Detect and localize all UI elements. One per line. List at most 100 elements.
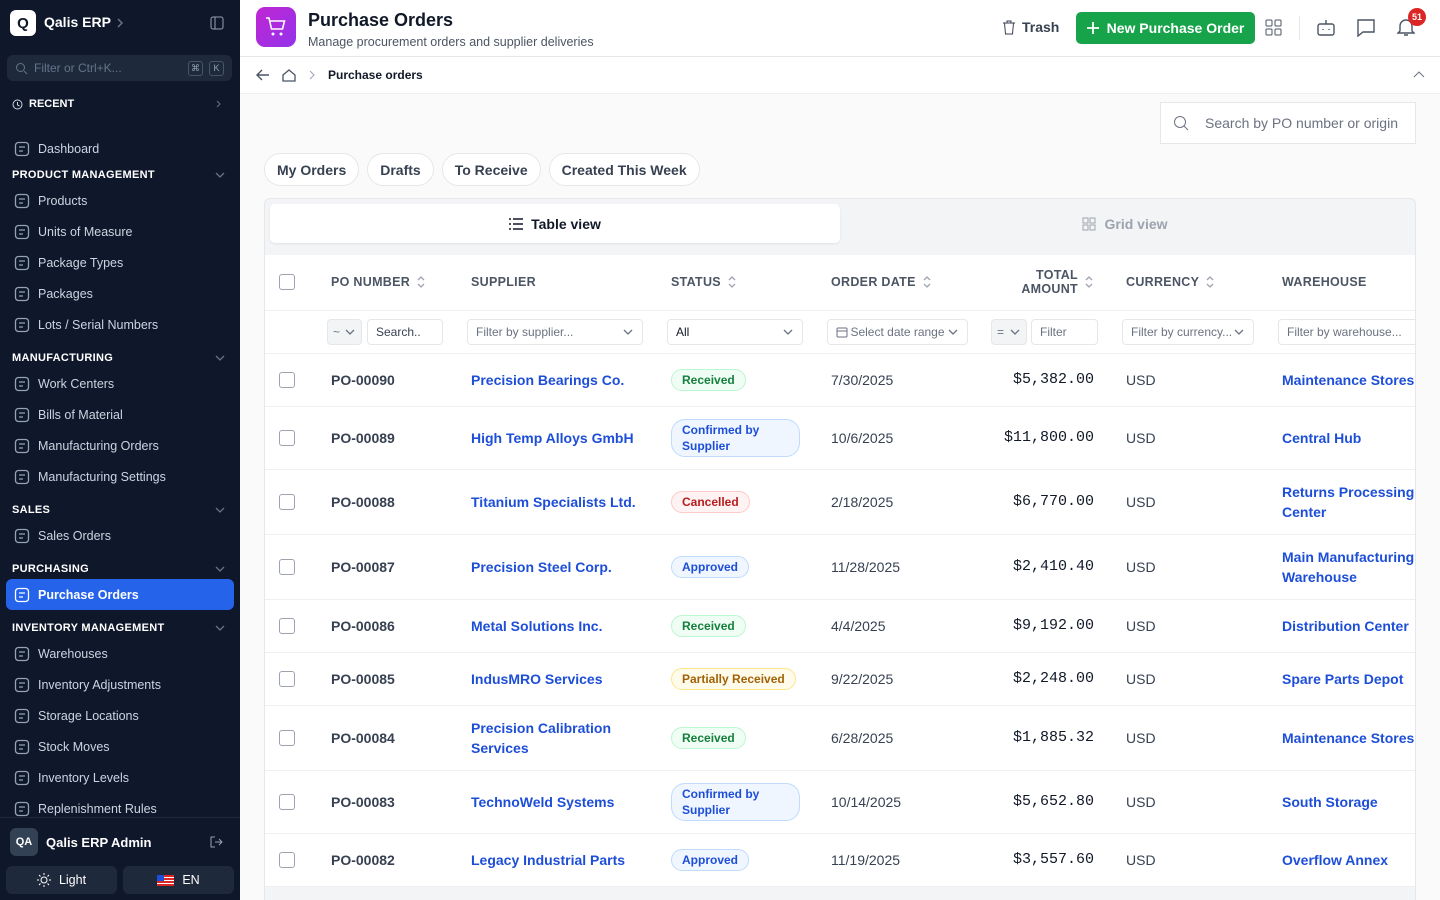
new-order-button[interactable]: New Purchase Order <box>1076 12 1255 44</box>
checkbox[interactable] <box>279 793 295 810</box>
home-icon[interactable] <box>282 68 296 82</box>
recent[interactable]: RECENT <box>12 98 224 110</box>
warehouse-link[interactable]: South Storage <box>1282 793 1378 810</box>
nav-item[interactable]: Stock Moves <box>6 731 234 762</box>
order-row[interactable]: PO-00085 IndusMRO Services Partially Recei… <box>265 652 1415 706</box>
user-name[interactable]: Qalis ERP Admin <box>46 835 152 850</box>
bot-icon[interactable] <box>1317 19 1335 36</box>
order-row[interactable]: PO-00088 Titanium Specialists Ltd. Cancell… <box>265 469 1415 535</box>
column-header[interactable]: PO NUMBER <box>320 255 460 311</box>
quick-filter[interactable]: Created This Week <box>548 153 700 186</box>
nav-item[interactable]: Dashboard <box>6 133 234 164</box>
checkbox[interactable] <box>279 371 295 388</box>
nav-item[interactable]: Packages <box>6 278 234 309</box>
filter-input[interactable]: Filter by warehouse... <box>1278 318 1415 345</box>
filter-input[interactable]: All <box>667 318 803 345</box>
nav-item[interactable]: Package Types <box>6 247 234 278</box>
warehouse-link[interactable]: Returns Processing Center <box>1282 483 1415 520</box>
warehouse-link[interactable]: Main Manufacturing Warehouse <box>1282 548 1415 585</box>
column-header[interactable]: CURRENCY <box>1110 255 1270 311</box>
column-header[interactable]: TOTAL AMOUNT <box>980 255 1110 311</box>
supplier-link[interactable]: Metal Solutions Inc. <box>471 617 603 634</box>
nav-item[interactable]: Warehouses <box>6 638 234 669</box>
order-row[interactable]: PO-00084 Precision Calibration Services Re… <box>265 705 1415 771</box>
supplier-link[interactable]: Legacy Industrial Parts <box>471 851 626 868</box>
filter-input[interactable]: ~ <box>327 318 362 345</box>
order-row[interactable]: PO-00089 High Temp Alloys GmbH Confirmed b… <box>265 406 1415 470</box>
warehouse-link[interactable]: Central Hub <box>1282 429 1362 446</box>
nav-item[interactable]: Manufacturing Orders <box>6 430 234 461</box>
column-header[interactable]: STATUS <box>660 255 820 311</box>
quick-filter[interactable]: My Orders <box>264 153 360 186</box>
warehouse-link[interactable]: Maintenance Stores <box>1282 729 1415 746</box>
nav-item[interactable]: Storage Locations <box>6 700 234 731</box>
checkbox[interactable] <box>279 670 295 687</box>
order-row[interactable]: PO-00082 Legacy Industrial Parts Approved 1… <box>265 833 1415 887</box>
supplier-link[interactable]: Precision Bearings Co. <box>471 371 625 388</box>
logo[interactable]: Q <box>10 10 36 36</box>
brand[interactable]: Qalis ERP <box>44 14 111 30</box>
warehouse-link[interactable]: Overflow Annex <box>1282 851 1389 868</box>
supplier-link[interactable]: High Temp Alloys GmbH <box>471 429 634 446</box>
nav-item[interactable]: Inventory Levels <box>6 762 234 793</box>
warehouse-link[interactable]: Spare Parts Depot <box>1282 670 1404 687</box>
logout-icon[interactable] <box>209 835 223 849</box>
collapse-icon[interactable] <box>210 16 224 30</box>
supplier-link[interactable]: Titanium Specialists Ltd. <box>471 493 636 510</box>
filter-input[interactable]: Filter <box>1031 318 1098 345</box>
quick-filter[interactable]: Drafts <box>367 153 434 186</box>
order-row[interactable]: PO-00083 TechnoWeld Systems Confirmed by S… <box>265 770 1415 834</box>
checkbox[interactable] <box>279 617 295 634</box>
checkbox[interactable] <box>279 429 295 446</box>
section-header[interactable]: INVENTORY MANAGEMENT <box>0 610 240 638</box>
column-header[interactable]: ORDER DATE <box>820 255 980 311</box>
filter-input[interactable]: Select date range <box>827 318 968 345</box>
chat-icon[interactable] <box>1356 18 1376 37</box>
search-box[interactable]: Search by PO number or origin <box>1160 102 1416 144</box>
chevron <box>216 100 221 108</box>
nav-item[interactable]: Units of Measure <box>6 216 234 247</box>
collapse-chevron[interactable] <box>1413 70 1425 78</box>
nav-item[interactable]: Bills of Material <box>6 399 234 430</box>
supplier-link[interactable]: IndusMRO Services <box>471 670 603 687</box>
language-button[interactable]: EN <box>123 866 234 894</box>
nav-item[interactable]: Inventory Adjustments <box>6 669 234 700</box>
filter-input[interactable]: Filter by supplier... <box>467 318 643 345</box>
order-row[interactable]: PO-00086 Metal Solutions Inc. Received 4/4/… <box>265 599 1415 653</box>
nav-item[interactable]: Products <box>6 185 234 216</box>
avatar[interactable]: QA <box>10 828 38 856</box>
table-view-tab[interactable]: Table view <box>270 204 840 243</box>
checkbox[interactable] <box>279 558 295 575</box>
filter-input[interactable]: = <box>991 318 1027 345</box>
supplier-link[interactable]: Precision Steel Corp. <box>471 558 612 575</box>
sidebar-filter[interactable]: Filter or Ctrl+K... ⌘ K <box>7 55 232 81</box>
order-row[interactable]: PO-00090 Precision Bearings Co. Received 7/… <box>265 353 1415 407</box>
nav-item[interactable]: Sales Orders <box>6 520 234 551</box>
trash-button[interactable]: Trash <box>1002 19 1059 35</box>
back-icon[interactable] <box>256 69 270 81</box>
nav-item[interactable]: Lots / Serial Numbers <box>6 309 234 340</box>
order-row[interactable]: PO-00087 Precision Steel Corp. Approved 11/… <box>265 534 1415 600</box>
filter-input[interactable]: Search.. <box>367 318 443 345</box>
checkbox[interactable] <box>279 851 295 868</box>
nav-item[interactable]: Manufacturing Settings <box>6 461 234 492</box>
apps-icon[interactable] <box>1265 19 1282 36</box>
warehouse-link[interactable]: Maintenance Stores <box>1282 371 1415 388</box>
section-header[interactable]: SALES <box>0 492 240 520</box>
supplier-link[interactable]: TechnoWeld Systems <box>471 793 615 810</box>
warehouse-link[interactable]: Distribution Center <box>1282 617 1409 634</box>
theme-button[interactable]: Light <box>6 866 117 894</box>
filter-input[interactable]: Filter by currency... <box>1122 318 1254 345</box>
section-header[interactable]: PURCHASING <box>0 551 240 579</box>
section-header[interactable]: MANUFACTURING <box>0 340 240 368</box>
checkbox[interactable] <box>279 729 295 746</box>
quick-filter[interactable]: To Receive <box>441 153 541 186</box>
nav-item[interactable]: Replenishment Rules <box>6 793 234 817</box>
grid-view-tab[interactable]: Grid view <box>840 204 1410 243</box>
checkbox[interactable] <box>279 274 295 291</box>
supplier-link[interactable]: Precision Calibration Services <box>471 719 612 756</box>
nav-item[interactable]: Purchase Orders <box>6 579 234 610</box>
section-header[interactable]: PRODUCT MANAGEMENT <box>0 164 240 185</box>
nav-item[interactable]: Work Centers <box>6 368 234 399</box>
checkbox[interactable] <box>279 493 295 510</box>
